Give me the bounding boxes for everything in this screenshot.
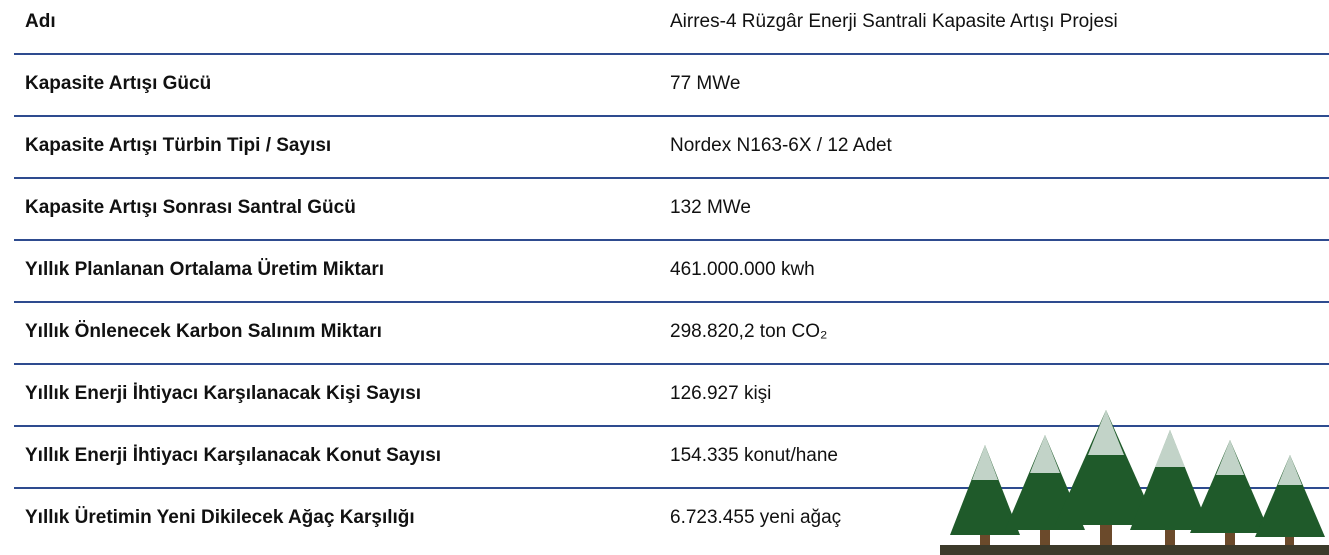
ground <box>940 545 1329 555</box>
row-value: Airres-4 Rüzgâr Enerji Santrali Kapasite… <box>670 11 1118 33</box>
table-row: Adı Airres-4 Rüzgâr Enerji Santrali Kapas… <box>0 0 1329 53</box>
row-label: Kapasite Artışı Türbin Tipi / Sayısı <box>25 135 331 157</box>
table-row: Kapasite Artışı Türbin Tipi / Sayısı Nord… <box>0 115 1329 177</box>
table-row: Yıllık Planlanan Ortalama Üretim Miktarı… <box>0 239 1329 301</box>
table-row: Yıllık Önlenecek Karbon Salınım Miktarı 2… <box>0 301 1329 363</box>
page: {"table": {"rows": [ ["Adı", "Airres-4 R… <box>0 0 1329 555</box>
row-value: 132 MWe <box>670 197 751 219</box>
table-row: Kapasite Artışı Sonrası Santral Gücü 132 … <box>0 177 1329 239</box>
tree-snow <box>972 410 1302 485</box>
row-label: Yıllık Enerji İhtiyacı Karşılanacak Konu… <box>25 445 441 467</box>
row-value: 461.000.000 kwh <box>670 259 815 281</box>
row-label: Kapasite Artışı Gücü <box>25 73 211 95</box>
row-label: Yıllık Önlenecek Karbon Salınım Miktarı <box>25 321 382 343</box>
row-value: 77 MWe <box>670 73 740 95</box>
row-label: Yıllık Üretimin Yeni Dikilecek Ağaç Karş… <box>25 507 415 529</box>
row-value: 154.335 konut/hane <box>670 445 838 467</box>
row-value: 6.723.455 yeni ağaç <box>670 507 841 529</box>
table-row: Kapasite Artışı Gücü 77 MWe <box>0 53 1329 115</box>
row-label: Yıllık Enerji İhtiyacı Karşılanacak Kişi… <box>25 383 421 405</box>
row-label: Adı <box>25 11 56 33</box>
row-value: 126.927 kişi <box>670 383 771 405</box>
row-label: Yıllık Planlanan Ortalama Üretim Miktarı <box>25 259 384 281</box>
row-value: 298.820,2 ton CO₂ <box>670 321 827 343</box>
row-value: Nordex N163-6X / 12 Adet <box>670 135 892 157</box>
row-label: Kapasite Artışı Sonrası Santral Gücü <box>25 197 356 219</box>
tree-crowns <box>950 410 1325 537</box>
trees-illustration <box>940 405 1329 555</box>
